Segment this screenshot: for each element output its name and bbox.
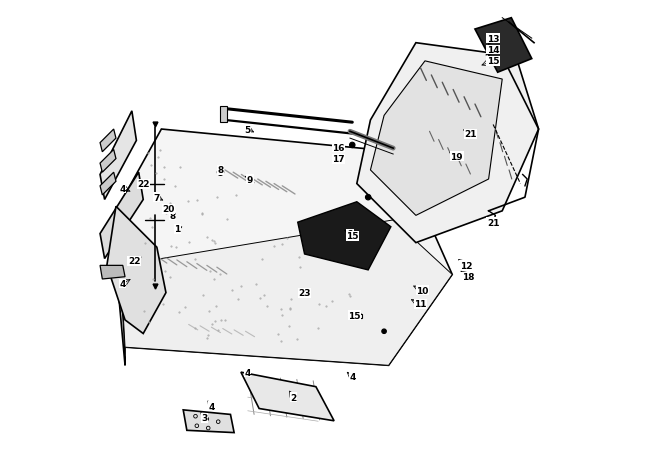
Polygon shape bbox=[370, 62, 502, 216]
Polygon shape bbox=[120, 220, 452, 365]
Text: 12: 12 bbox=[460, 261, 472, 270]
Text: 8: 8 bbox=[217, 166, 224, 175]
Text: 16: 16 bbox=[332, 143, 345, 152]
Text: 15: 15 bbox=[346, 232, 359, 241]
Polygon shape bbox=[100, 173, 143, 259]
Circle shape bbox=[382, 329, 386, 334]
Polygon shape bbox=[116, 130, 452, 365]
Polygon shape bbox=[100, 112, 136, 200]
Circle shape bbox=[365, 195, 371, 201]
Polygon shape bbox=[100, 266, 125, 280]
Polygon shape bbox=[298, 202, 391, 270]
Text: 1: 1 bbox=[174, 225, 181, 234]
Text: 9: 9 bbox=[247, 175, 254, 184]
Polygon shape bbox=[357, 44, 539, 243]
Text: 3: 3 bbox=[202, 413, 208, 422]
Text: 22: 22 bbox=[137, 179, 150, 189]
Polygon shape bbox=[100, 150, 116, 173]
Text: 21: 21 bbox=[464, 130, 476, 139]
Text: 4: 4 bbox=[120, 184, 126, 193]
Polygon shape bbox=[220, 107, 228, 123]
Text: 20: 20 bbox=[162, 205, 174, 213]
Text: 22: 22 bbox=[128, 257, 140, 266]
Text: 18: 18 bbox=[462, 273, 474, 282]
Text: 19: 19 bbox=[450, 152, 463, 162]
Text: 6: 6 bbox=[347, 230, 353, 239]
Text: 13: 13 bbox=[487, 34, 499, 44]
Polygon shape bbox=[107, 207, 166, 334]
Text: 23: 23 bbox=[298, 289, 311, 297]
Text: 15: 15 bbox=[348, 311, 361, 320]
Polygon shape bbox=[100, 173, 116, 196]
Polygon shape bbox=[116, 211, 125, 365]
Polygon shape bbox=[241, 372, 334, 421]
Polygon shape bbox=[100, 130, 116, 152]
Text: 4: 4 bbox=[208, 402, 214, 411]
Circle shape bbox=[217, 170, 224, 176]
Circle shape bbox=[350, 143, 355, 148]
Text: 17: 17 bbox=[332, 155, 345, 164]
Polygon shape bbox=[475, 19, 532, 73]
Text: 4: 4 bbox=[244, 368, 251, 377]
Text: 4: 4 bbox=[120, 280, 126, 288]
Text: 10: 10 bbox=[417, 286, 429, 295]
Text: 14: 14 bbox=[487, 46, 499, 55]
Text: 7: 7 bbox=[153, 193, 160, 202]
Text: 11: 11 bbox=[414, 300, 426, 309]
Text: 15: 15 bbox=[487, 57, 499, 66]
Text: 5: 5 bbox=[244, 125, 251, 134]
Circle shape bbox=[357, 314, 362, 319]
Polygon shape bbox=[183, 410, 234, 433]
Text: 4: 4 bbox=[349, 372, 356, 381]
Text: 2: 2 bbox=[290, 393, 296, 402]
Text: 21: 21 bbox=[487, 218, 499, 227]
Text: 8: 8 bbox=[170, 212, 176, 220]
